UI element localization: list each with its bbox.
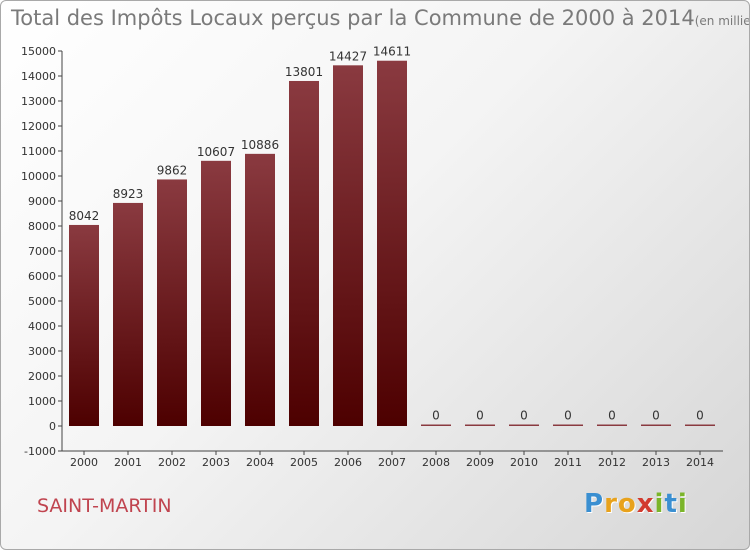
commune-name: SAINT-MARTIN xyxy=(37,495,172,517)
value-label-2011: 0 xyxy=(564,409,572,423)
value-label-2008: 0 xyxy=(432,409,440,423)
value-label-2010: 0 xyxy=(520,409,528,423)
bar-2004 xyxy=(245,153,275,426)
y-tick-label: -1000 xyxy=(24,445,56,458)
logo-letter: t xyxy=(664,489,678,519)
bar-2008 xyxy=(421,424,451,426)
proxiti-logo[interactable]: Proxiti xyxy=(584,489,688,519)
value-label-2014: 0 xyxy=(696,409,704,423)
chart-title-text: Total des Impôts Locaux perçus par la Co… xyxy=(11,6,695,30)
logo-letter: P xyxy=(584,489,605,519)
value-label-2009: 0 xyxy=(476,409,484,423)
value-label-2001: 8923 xyxy=(113,187,144,201)
x-axis: 2000 2001 2002 2003 2004 2005 2006 2007 2008 2009… xyxy=(62,450,723,469)
value-label-2013: 0 xyxy=(652,409,660,423)
x-tick-label-2007: 2007 xyxy=(378,456,406,469)
x-tick-label-2014: 2014 xyxy=(686,456,714,469)
y-tick-label: 3000 xyxy=(28,345,56,358)
bar-2014 xyxy=(685,424,715,426)
y-tick-label: 1000 xyxy=(28,395,56,408)
y-tick-label: 0 xyxy=(49,420,56,433)
y-tick-label: 14000 xyxy=(21,70,56,83)
logo-letter: o xyxy=(617,489,637,519)
value-label-2012: 0 xyxy=(608,409,616,423)
bar-2002 xyxy=(157,179,187,426)
y-tick-label: 10000 xyxy=(21,170,56,183)
bar-2012 xyxy=(597,424,627,426)
bar-2000 xyxy=(69,224,99,426)
x-tick-label-2000: 2000 xyxy=(70,456,98,469)
data-labels: 8042 8923 9862 10607 10886 13801 14427 14611 0 0 0… xyxy=(69,45,704,423)
x-tick-label-2005: 2005 xyxy=(290,456,318,469)
y-tick-label: 15000 xyxy=(21,45,56,58)
bar-2009 xyxy=(465,424,495,426)
x-tick-label-2003: 2003 xyxy=(202,456,230,469)
x-tick-label-2001: 2001 xyxy=(114,456,142,469)
value-label-2002: 9862 xyxy=(157,163,188,177)
x-tick-label-2009: 2009 xyxy=(466,456,494,469)
y-tick-label: 11000 xyxy=(21,145,56,158)
value-label-2005: 13801 xyxy=(285,65,323,79)
chart-title: Total des Impôts Locaux perçus par la Co… xyxy=(11,6,750,30)
bar-2007 xyxy=(377,60,407,426)
x-tick-label-2006: 2006 xyxy=(334,456,362,469)
y-tick-label: 7000 xyxy=(28,245,56,258)
y-tick-label: 12000 xyxy=(21,120,56,133)
bar-2010 xyxy=(509,424,539,426)
bar-2001 xyxy=(113,202,143,426)
bar-2006 xyxy=(333,65,363,426)
x-tick-label-2002: 2002 xyxy=(158,456,186,469)
x-tick-label-2011: 2011 xyxy=(554,456,582,469)
y-tick-label: 2000 xyxy=(28,370,56,383)
value-label-2007: 14611 xyxy=(373,45,411,59)
value-label-2003: 10607 xyxy=(197,145,235,159)
bar-2005 xyxy=(289,80,319,426)
x-tick-label-2010: 2010 xyxy=(510,456,538,469)
bar-2011 xyxy=(553,424,583,426)
value-label-2000: 8042 xyxy=(69,209,100,223)
y-tick-label: 8000 xyxy=(28,220,56,233)
value-label-2004: 10886 xyxy=(241,138,279,152)
bar-2013 xyxy=(641,424,671,426)
logo-letter: x xyxy=(636,489,655,519)
chart-unit: (en milliers d'€) xyxy=(694,14,750,28)
x-tick-label-2013: 2013 xyxy=(642,456,670,469)
value-label-2006: 14427 xyxy=(329,49,367,63)
y-axis: -1000 0 1000 2000 3000 4000 5000 6000 7000 8000 90… xyxy=(21,45,63,458)
bar-2003 xyxy=(201,160,231,426)
x-tick-label-2012: 2012 xyxy=(598,456,626,469)
bars xyxy=(69,60,715,426)
y-tick-label: 9000 xyxy=(28,195,56,208)
logo-letter: i xyxy=(654,489,665,519)
y-tick-label: 6000 xyxy=(28,270,56,283)
logo-letter: i xyxy=(677,489,688,519)
y-tick-label: 13000 xyxy=(21,95,56,108)
logo-letter: r xyxy=(604,489,618,519)
y-tick-label: 4000 xyxy=(28,320,56,333)
x-tick-label-2004: 2004 xyxy=(246,456,274,469)
x-tick-label-2008: 2008 xyxy=(422,456,450,469)
y-tick-label: 5000 xyxy=(28,295,56,308)
